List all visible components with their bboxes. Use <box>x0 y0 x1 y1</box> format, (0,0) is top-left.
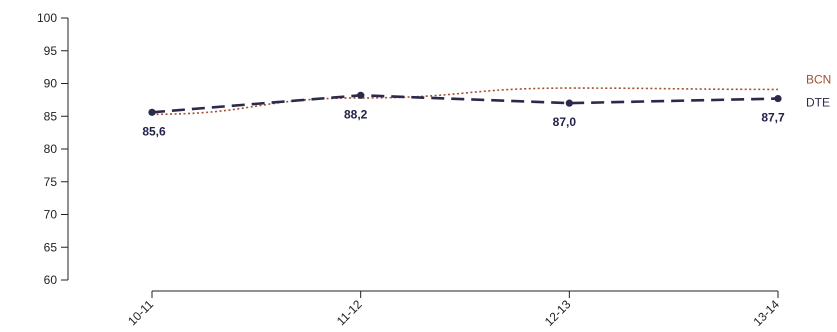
data-labels: 85,6 88,2 87,0 87,7 <box>142 107 785 138</box>
y-tick-label: 95 <box>44 44 58 58</box>
x-axis: 10-11 11-12 12-13 13-14 <box>125 290 783 329</box>
data-label: 87,0 <box>553 115 577 129</box>
y-tick-label: 80 <box>44 142 58 156</box>
y-axis: 60 65 70 75 80 85 90 95 100 <box>37 11 69 287</box>
x-tick-label: 13-14 <box>751 297 783 329</box>
data-label: 88,2 <box>344 107 368 121</box>
series-layer <box>148 87 782 116</box>
y-tick-label: 90 <box>44 77 58 91</box>
legend-label-dte: DTE <box>806 96 830 110</box>
y-tick-label: 65 <box>44 240 58 254</box>
data-label: 85,6 <box>142 124 166 138</box>
y-tick-label: 70 <box>44 208 58 222</box>
data-point-dte <box>148 108 156 116</box>
legend-label-bcn: BCN <box>806 72 831 86</box>
x-tick-label: 11-12 <box>334 297 365 328</box>
legend: BCN DTE <box>806 72 831 109</box>
y-tick-label: 60 <box>44 273 58 287</box>
data-point-dte <box>774 94 782 103</box>
data-label: 87,7 <box>761 111 785 125</box>
y-tick-label: 75 <box>44 175 58 189</box>
x-tick-label: 12-13 <box>542 297 574 329</box>
series-line-dte <box>151 93 779 114</box>
data-point-dte <box>565 99 573 107</box>
data-point-dte <box>357 91 365 99</box>
y-tick-label: 85 <box>44 109 58 123</box>
x-tick-label: 10-11 <box>125 297 156 328</box>
y-tick-label: 100 <box>37 11 57 25</box>
